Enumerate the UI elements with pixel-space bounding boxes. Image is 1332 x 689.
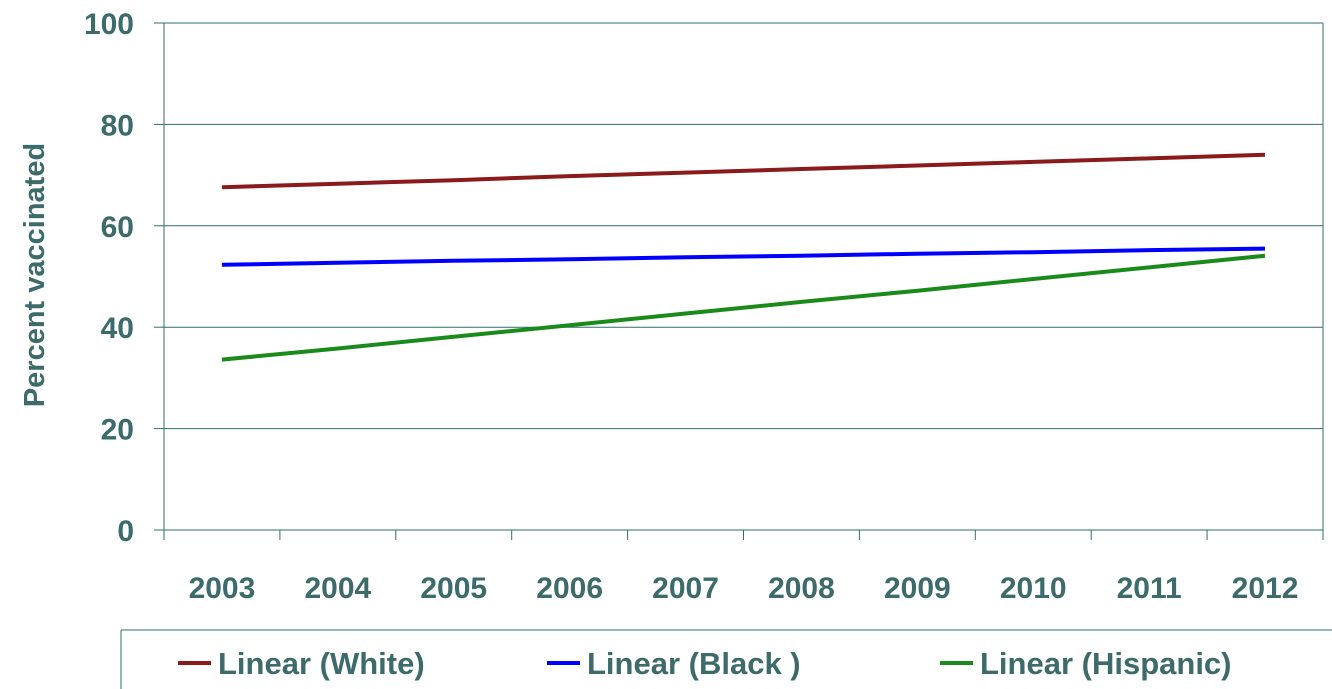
- x-tick-label: 2007: [652, 572, 719, 605]
- series-line: [221, 253, 1266, 362]
- x-axis-ticks: 2003 2004 2005 2006 2007 2008 2009 2010 2011 2012: [163, 530, 1324, 605]
- y-tick-label: 80: [101, 109, 134, 142]
- series-line: [221, 152, 1266, 190]
- x-tick-label: 2006: [536, 572, 603, 605]
- y-axis-label: Percent vaccinated: [19, 143, 51, 407]
- legend-label: Linear (White): [218, 646, 425, 681]
- y-axis-ticks: 0 20 40 60 80 100: [84, 8, 164, 548]
- x-tick-label: 2011: [1117, 572, 1182, 605]
- x-tick-label: 2004: [304, 572, 371, 605]
- x-tick-label: 2012: [1232, 572, 1299, 605]
- x-tick-label: 2010: [1000, 572, 1067, 605]
- legend-label: Linear (Black ): [587, 646, 801, 681]
- legend-label: Linear (Hispanic): [980, 646, 1232, 681]
- legend: Linear (White) Linear (Black ) Linear (His…: [120, 629, 1332, 689]
- y-tick-label: 60: [101, 211, 134, 244]
- series-lines: [221, 152, 1266, 362]
- y-tick-label: 100: [84, 8, 134, 41]
- x-tick-label: 2003: [189, 572, 256, 605]
- y-tick-label: 40: [101, 312, 134, 345]
- y-tick-label: 0: [117, 515, 134, 548]
- x-tick-label: 2008: [768, 572, 835, 605]
- x-tick-label: 2009: [884, 572, 951, 605]
- x-tick-label: 2005: [420, 572, 487, 605]
- series-line: [221, 246, 1266, 267]
- axes: [163, 23, 1324, 531]
- y-tick-label: 20: [101, 414, 134, 447]
- gridlines: [164, 22, 1323, 430]
